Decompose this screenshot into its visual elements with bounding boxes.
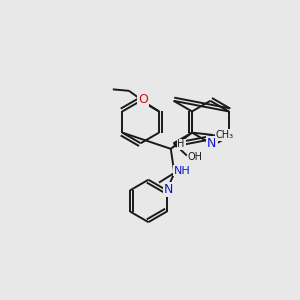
Text: N: N <box>207 137 217 150</box>
Text: OH: OH <box>188 152 202 162</box>
Text: O: O <box>138 93 148 106</box>
Text: NH: NH <box>174 166 191 176</box>
Text: N: N <box>164 183 173 196</box>
Text: CH₃: CH₃ <box>215 130 233 140</box>
Text: H: H <box>177 140 185 149</box>
